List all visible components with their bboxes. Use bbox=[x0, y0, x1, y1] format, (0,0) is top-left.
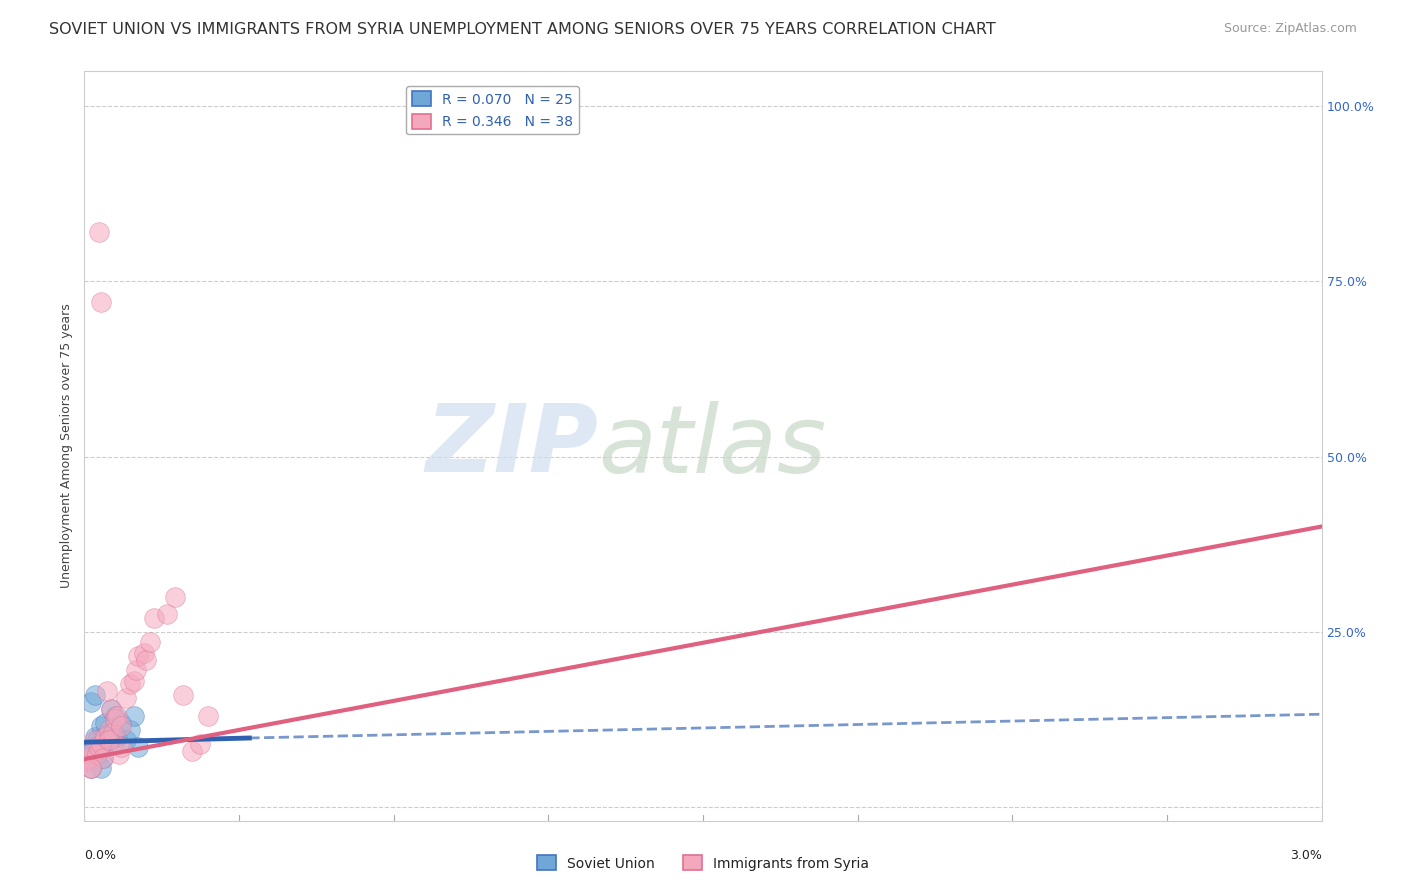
Point bbox=[98, 726, 121, 740]
Point bbox=[94, 730, 117, 744]
Point bbox=[98, 733, 121, 747]
Point bbox=[103, 726, 125, 740]
Point bbox=[118, 677, 141, 691]
Text: SOVIET UNION VS IMMIGRANTS FROM SYRIA UNEMPLOYMENT AMONG SENIORS OVER 75 YEARS C: SOVIET UNION VS IMMIGRANTS FROM SYRIA UN… bbox=[49, 22, 995, 37]
Point bbox=[87, 743, 110, 757]
Point bbox=[105, 708, 128, 723]
Legend: R = 0.070   N = 25, R = 0.346   N = 38: R = 0.070 N = 25, R = 0.346 N = 38 bbox=[406, 86, 579, 135]
Text: 3.0%: 3.0% bbox=[1289, 848, 1322, 862]
Point bbox=[100, 701, 122, 715]
Point bbox=[75, 754, 97, 768]
Text: atlas: atlas bbox=[598, 401, 827, 491]
Point bbox=[82, 740, 104, 755]
Point bbox=[87, 740, 110, 755]
Point bbox=[96, 684, 118, 698]
Point bbox=[82, 743, 104, 757]
Point bbox=[104, 708, 127, 723]
Point bbox=[83, 733, 105, 747]
Point bbox=[118, 723, 141, 737]
Point bbox=[134, 646, 156, 660]
Point bbox=[90, 295, 112, 310]
Point bbox=[75, 754, 97, 768]
Point bbox=[114, 733, 136, 747]
Point bbox=[79, 695, 101, 709]
Text: 0.0%: 0.0% bbox=[84, 848, 117, 862]
Point bbox=[83, 688, 105, 702]
Point bbox=[127, 740, 149, 755]
Point bbox=[87, 226, 110, 240]
Point bbox=[122, 673, 145, 688]
Point bbox=[100, 701, 122, 715]
Point bbox=[114, 691, 136, 706]
Point bbox=[180, 743, 202, 757]
Point bbox=[127, 649, 149, 664]
Point bbox=[77, 747, 100, 761]
Point bbox=[90, 719, 112, 733]
Point bbox=[77, 750, 100, 764]
Point bbox=[172, 688, 194, 702]
Point bbox=[91, 750, 114, 764]
Legend: Soviet Union, Immigrants from Syria: Soviet Union, Immigrants from Syria bbox=[531, 850, 875, 876]
Y-axis label: Unemployment Among Seniors over 75 years: Unemployment Among Seniors over 75 years bbox=[60, 303, 73, 589]
Text: Source: ZipAtlas.com: Source: ZipAtlas.com bbox=[1223, 22, 1357, 36]
Point bbox=[188, 737, 211, 751]
Point bbox=[110, 715, 132, 730]
Point bbox=[103, 737, 125, 751]
Point bbox=[143, 610, 166, 624]
Point bbox=[125, 663, 148, 677]
Point bbox=[86, 747, 108, 761]
Point bbox=[79, 761, 101, 775]
Point bbox=[135, 652, 157, 666]
Point bbox=[108, 747, 131, 761]
Point bbox=[139, 635, 162, 649]
Point bbox=[96, 733, 118, 747]
Point bbox=[110, 740, 132, 755]
Point bbox=[86, 733, 108, 747]
Point bbox=[79, 761, 101, 775]
Point bbox=[104, 712, 127, 726]
Point bbox=[94, 715, 117, 730]
Point bbox=[83, 730, 105, 744]
Text: ZIP: ZIP bbox=[425, 400, 598, 492]
Point bbox=[98, 723, 121, 737]
Point bbox=[110, 719, 132, 733]
Point bbox=[91, 750, 114, 764]
Point bbox=[197, 708, 219, 723]
Point bbox=[90, 761, 112, 775]
Point bbox=[79, 761, 101, 775]
Point bbox=[86, 747, 108, 761]
Point bbox=[90, 737, 112, 751]
Point bbox=[105, 730, 128, 744]
Point bbox=[165, 590, 187, 604]
Point bbox=[122, 708, 145, 723]
Point bbox=[156, 607, 179, 621]
